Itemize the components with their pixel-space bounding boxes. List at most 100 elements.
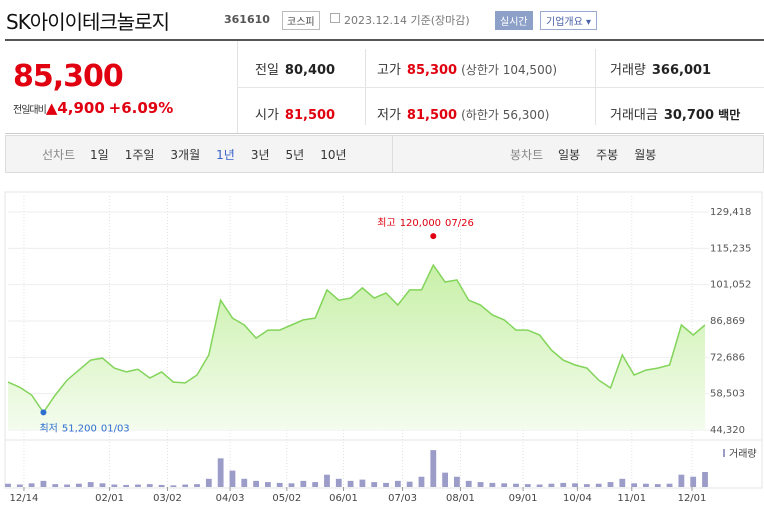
low-annotation: 최저 51,200 01/03 [39,422,129,434]
current-price: 85,300 [13,59,124,94]
y-tick-label: 129,418 [710,207,751,218]
x-tick-label: 05/02 [272,493,301,504]
volume-legend-swatch [723,449,725,457]
period-tab[interactable]: 1주일 [124,148,155,162]
volume-bar [454,476,460,487]
y-tick-label: 44,320 [710,425,745,436]
divider [392,136,393,172]
volume-bar [465,480,472,487]
cell: 거래량 366,001 [610,59,711,78]
overview-label: 기업개요 [546,17,583,28]
y-tick-label: 72,686 [710,352,745,363]
volume-bar [654,484,661,487]
y-tick-label: 101,052 [710,280,751,291]
volume-bar [607,482,614,487]
volume-bar [264,482,271,487]
volume-bar [253,480,259,487]
volume-bar [572,483,578,487]
cell-label: 전일 [255,63,279,78]
volume-bar [489,482,496,487]
tab-group-label: 봉차트 [510,148,544,162]
volume-bar [359,479,366,487]
price-line [7,263,706,414]
volume-bar [418,476,425,487]
cell-value: 30,700 [663,108,715,123]
stock-name: SK아이이테크놀로지 [6,10,170,34]
volume-bar [383,482,389,487]
candle-tab[interactable]: 주봉 [596,148,619,162]
volume-bar [241,478,248,487]
high-value-label: 120,000 [400,218,441,229]
x-tick-label: 08/01 [446,493,475,504]
y-tick-label: 58,503 [710,389,745,400]
cell-label: 거래량 [610,63,646,78]
divider [237,87,764,88]
volume-bar [99,483,106,487]
chart-frame [4,191,763,489]
calendar-icon [330,13,340,23]
period-tab[interactable]: 3개월 [170,148,201,162]
volume-bar [229,470,236,487]
volume-bar [548,483,555,487]
volume-bar [5,483,11,487]
volume-bar [123,484,130,487]
volume-bar [300,480,307,487]
high-date: 07/26 [445,218,474,229]
tab-group-label: 선차트 [42,148,76,162]
period-tab[interactable]: 5년 [285,148,305,162]
divider [5,39,764,41]
volume-bar [52,484,59,487]
volume-bar [158,484,165,487]
volume-legend: 거래량 [729,448,757,460]
volume-bar [394,480,401,487]
volume-bar [312,482,319,487]
period-tab[interactable]: 1일 [90,148,109,162]
overview-button[interactable]: 기업개요 ▾ [540,11,598,30]
change-amount: 4,900 [57,99,105,117]
cell: 저가 81,500 (하한가 56,300) [377,104,549,123]
period-tab[interactable]: 1년 [216,148,235,162]
cell-unit: 백만 [718,108,741,122]
period-tab[interactable]: 3년 [250,148,270,162]
period-tab[interactable]: 10년 [320,148,347,162]
candle-tab[interactable]: 월봉 [634,148,657,162]
tab-bar: 선차트 1일 1주일 3개월 1년 3년 5년 10년 봉차트 일봉 주봉 월봉 [5,135,764,173]
volume-bar [513,483,519,487]
x-tick-label: 11/01 [617,493,646,504]
price-area [8,265,705,430]
volume-bar [477,482,484,487]
x-tick-label: 12/01 [678,493,707,504]
volume-bar [583,484,590,487]
x-tick-label: 04/03 [216,493,245,504]
volume-bar [182,484,189,487]
cell-label: 시가 [255,108,279,123]
cell: 시가 81,500 [255,104,335,123]
volume-bar [335,478,342,487]
volume-bar [631,483,638,487]
volume-bar [619,478,626,487]
volume-bar [501,483,508,487]
summary: 85,300 전일대비▲4,900 +6.09% 전일 80,400 고가 85,3… [5,41,764,134]
volume-bar [643,483,649,487]
volume-bar [146,484,153,487]
high-label: 최고 [377,217,395,229]
x-tick-label: 12/14 [10,493,39,504]
cell-sub: (상한가 104,500) [461,63,558,77]
volume-bar [690,476,697,487]
realtime-button[interactable]: 실시간 [495,11,533,30]
cell: 전일 80,400 [255,59,335,78]
candle-tab[interactable]: 일봉 [558,148,581,162]
high-marker [430,233,437,240]
volume-bar [524,484,531,487]
x-tick-label: 09/01 [509,493,538,504]
volume-bar [442,472,449,487]
cell-value: 366,001 [651,63,712,78]
cell-sub: (하한가 56,300) [461,108,550,122]
high-annotation: 최고 120,000 07/26 [377,217,474,229]
low-value-label: 51,200 [62,423,97,434]
volume-bar [276,482,283,487]
cell-value: 81,500 [284,108,336,123]
volume-bar [135,484,141,487]
